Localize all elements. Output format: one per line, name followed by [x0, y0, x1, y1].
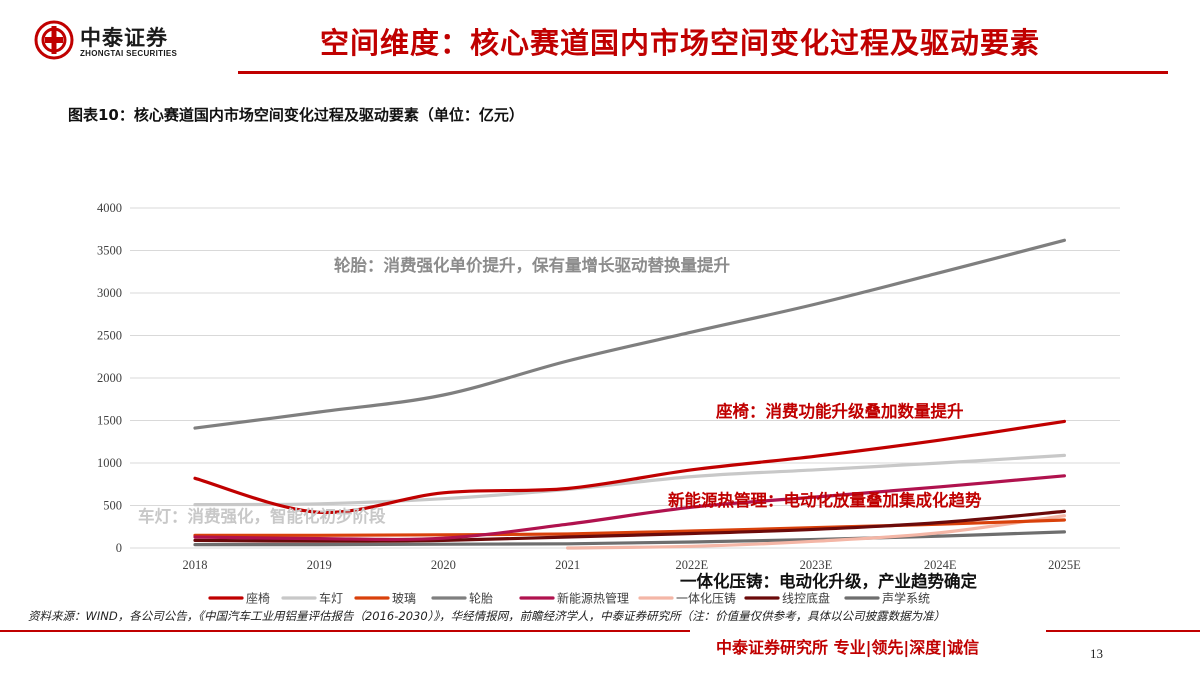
- x-tick-label: 2020: [431, 558, 456, 572]
- x-tick-label: 2019: [307, 558, 332, 572]
- y-tick-label: 2500: [97, 329, 122, 343]
- y-tick-label: 1500: [97, 414, 122, 428]
- legend-label: 轮胎: [469, 592, 493, 606]
- footer-slogan: 中泰证券研究所 专业|领先|深度|诚信: [716, 638, 980, 657]
- chart-annotation: 座椅：消费功能升级叠加数量提升: [716, 401, 964, 421]
- footer-divider-right: [1046, 630, 1200, 632]
- y-tick-label: 500: [103, 499, 122, 513]
- legend-label: 车灯: [319, 591, 343, 606]
- series-line-5: [566, 514, 1066, 550]
- y-tick-label: 3500: [97, 244, 122, 258]
- legend-label: 新能源热管理: [557, 591, 629, 606]
- x-tick-label: 2021: [555, 558, 580, 572]
- y-tick-label: 1000: [97, 456, 122, 470]
- y-tick-label: 0: [116, 541, 122, 555]
- legend-label: 声学系统: [882, 591, 930, 606]
- chart-annotation: 车灯：消费强化，智能化初步阶段: [138, 506, 386, 526]
- chart-annotation: 一体化压铸：电动化升级，产业趋势确定: [680, 571, 978, 591]
- x-tick-label: 2022E: [675, 558, 708, 572]
- series-line-0: [193, 419, 1066, 515]
- x-tick-label: 2024E: [924, 558, 957, 572]
- company-logo-icon: [34, 20, 74, 60]
- y-tick-label: 4000: [97, 201, 122, 215]
- page-number: 13: [1090, 646, 1103, 661]
- x-tick-label: 2025E: [1048, 558, 1081, 572]
- x-tick-label: 2018: [183, 558, 208, 572]
- series-line-3: [193, 238, 1066, 430]
- legend-label: 线控底盘: [782, 591, 830, 606]
- legend-label: 一体化压铸: [676, 591, 736, 606]
- series-line-6: [193, 509, 1066, 543]
- footer-divider-left: [0, 630, 690, 632]
- chart-annotation: 轮胎：消费强化单价提升，保有量增长驱动替换量提升: [334, 255, 730, 275]
- logo-name-en: ZHONGTAI SECURITIES: [80, 49, 178, 58]
- y-tick-label: 3000: [97, 286, 122, 300]
- legend-label: 玻璃: [392, 592, 416, 606]
- series-line-7: [193, 530, 1066, 547]
- series-line-4: [193, 474, 1066, 542]
- company-logo: 中泰证券 ZHONGTAI SECURITIES: [34, 20, 194, 64]
- logo-name-cn: 中泰证券: [80, 26, 168, 50]
- chart-annotation: 新能源热管理：电动化放量叠加集成化趋势: [668, 490, 982, 510]
- series-line-1: [193, 453, 1066, 507]
- figure-caption: 图表10：核心赛道国内市场空间变化过程及驱动要素（单位：亿元）: [68, 106, 524, 124]
- y-tick-label: 2000: [97, 371, 122, 385]
- x-tick-label: 2023E: [800, 558, 833, 572]
- source-note: 资料来源：WIND，各公司公告，《中国汽车工业用铝量评估报告（2016-2030…: [28, 609, 946, 623]
- slide-title: 空间维度：核心赛道国内市场空间变化过程及驱动要素: [319, 26, 1040, 60]
- title-divider: [238, 71, 1168, 74]
- legend-label: 座椅: [246, 591, 270, 606]
